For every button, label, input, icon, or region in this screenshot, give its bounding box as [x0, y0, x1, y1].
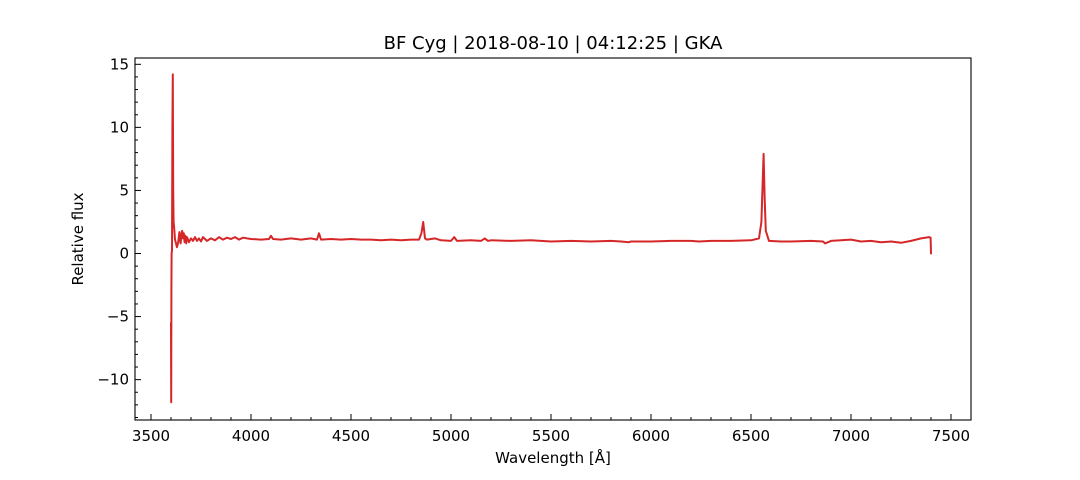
x-tick-label: 5000 [432, 427, 470, 445]
axis-tick-labels: 3500 4000 4500 5000 5500 6000 6500 7000 7500 −10 −… [97, 55, 970, 445]
x-tick-label: 4000 [232, 427, 270, 445]
x-tick-label: 5500 [532, 427, 570, 445]
y-axis-label: Relative flux [69, 192, 87, 285]
y-tick-label: −5 [107, 308, 129, 326]
plot-series [170, 73, 932, 404]
spectrum-series-line [170, 73, 932, 404]
x-tick-label: 7500 [932, 427, 970, 445]
y-tick-label: 15 [110, 55, 129, 73]
x-tick-label: 6000 [632, 427, 670, 445]
x-tick-label: 4500 [332, 427, 370, 445]
plot-frame [134, 57, 972, 421]
x-tick-label: 7000 [832, 427, 870, 445]
x-axis-label: Wavelength [Å] [495, 448, 611, 467]
y-tick-label: 0 [119, 245, 129, 263]
chart-title: BF Cyg | 2018-08-10 | 04:12:25 | GKA [384, 33, 723, 54]
x-tick-label: 3500 [132, 427, 170, 445]
x-tick-label: 6500 [732, 427, 770, 445]
y-tick-label: 10 [110, 118, 129, 136]
y-tick-label: 5 [119, 181, 129, 199]
y-tick-label: −10 [97, 371, 129, 389]
